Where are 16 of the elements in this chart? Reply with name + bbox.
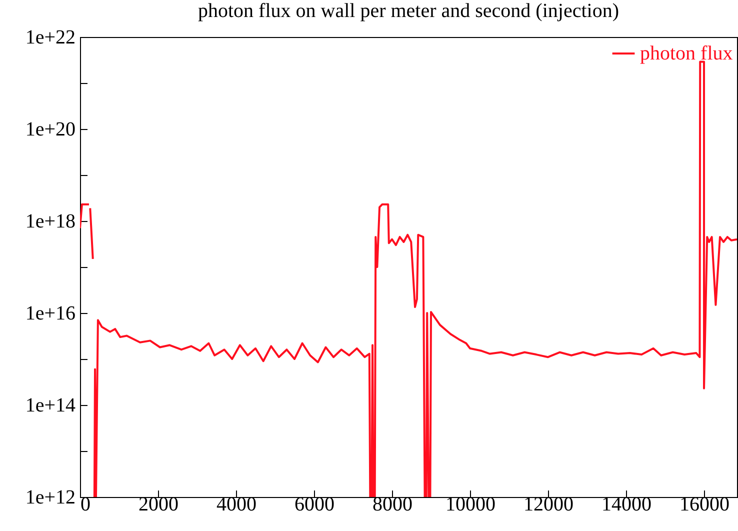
x-tick-label: 0 — [80, 494, 90, 516]
legend-label: photon flux — [640, 42, 733, 64]
y-tick-label: 1e+20 — [25, 118, 76, 140]
y-tick-label: 1e+14 — [25, 394, 76, 416]
x-tick-label: 12000 — [524, 494, 574, 516]
chart-title: photon flux on wall per meter and second (injection) — [198, 0, 619, 22]
x-tick-label: 14000 — [602, 494, 652, 516]
y-tick-label: 1e+16 — [25, 302, 76, 324]
x-tick-label: 16000 — [680, 494, 730, 516]
x-tick-label: 10000 — [446, 494, 496, 516]
x-tick-label: 4000 — [216, 494, 256, 516]
y-tick-label: 1e+22 — [25, 26, 76, 48]
y-tick-label: 1e+12 — [25, 486, 76, 508]
x-tick-label: 8000 — [372, 494, 413, 516]
x-tick-label: 6000 — [294, 494, 334, 516]
y-tick-label: 1e+18 — [25, 210, 76, 232]
